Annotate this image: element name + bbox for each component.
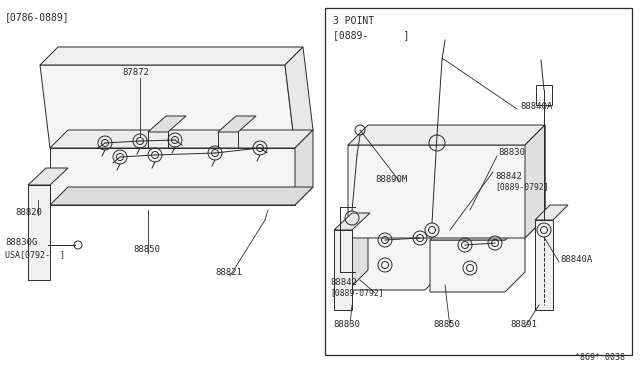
Text: ^869* 0038: ^869* 0038 xyxy=(575,353,625,362)
Polygon shape xyxy=(295,130,313,205)
Bar xyxy=(325,8,632,355)
Text: [0889-0792]: [0889-0792] xyxy=(495,182,548,191)
Polygon shape xyxy=(348,215,368,290)
Polygon shape xyxy=(50,148,295,205)
Polygon shape xyxy=(334,213,370,230)
Polygon shape xyxy=(430,220,525,240)
Polygon shape xyxy=(348,125,545,145)
Polygon shape xyxy=(334,230,352,310)
Polygon shape xyxy=(348,215,445,235)
Text: 88891: 88891 xyxy=(510,320,537,329)
Text: 88842: 88842 xyxy=(330,278,357,287)
Polygon shape xyxy=(535,220,553,310)
Polygon shape xyxy=(50,187,313,205)
Text: 88842: 88842 xyxy=(495,172,522,181)
Polygon shape xyxy=(28,168,68,185)
Polygon shape xyxy=(348,215,445,290)
Polygon shape xyxy=(40,65,295,148)
Text: 88830: 88830 xyxy=(498,148,525,157)
Text: [0889-      ]: [0889- ] xyxy=(333,30,410,40)
Text: 88890M: 88890M xyxy=(375,175,407,184)
Text: 88830: 88830 xyxy=(333,320,360,329)
Text: 88840A: 88840A xyxy=(520,102,552,111)
Text: 88820: 88820 xyxy=(15,208,42,217)
Polygon shape xyxy=(525,125,545,238)
Text: 88850: 88850 xyxy=(433,320,460,329)
Text: 88850: 88850 xyxy=(133,245,160,254)
Text: 88821: 88821 xyxy=(215,268,242,277)
Text: 88830G: 88830G xyxy=(5,238,37,247)
Polygon shape xyxy=(535,205,568,220)
Polygon shape xyxy=(40,47,303,65)
Polygon shape xyxy=(28,185,50,280)
Polygon shape xyxy=(430,220,525,292)
Text: USA[0792-  ]: USA[0792- ] xyxy=(5,250,65,259)
Text: [0786-0889]: [0786-0889] xyxy=(5,12,70,22)
Polygon shape xyxy=(50,130,313,148)
Polygon shape xyxy=(285,47,313,148)
Polygon shape xyxy=(348,125,545,238)
Text: [0889-0792]: [0889-0792] xyxy=(330,288,383,297)
Bar xyxy=(536,85,552,105)
Text: 3 POINT: 3 POINT xyxy=(333,16,374,26)
Polygon shape xyxy=(218,116,256,132)
Polygon shape xyxy=(148,116,186,132)
Text: 88840A: 88840A xyxy=(560,255,592,264)
Text: 87872: 87872 xyxy=(122,68,149,77)
